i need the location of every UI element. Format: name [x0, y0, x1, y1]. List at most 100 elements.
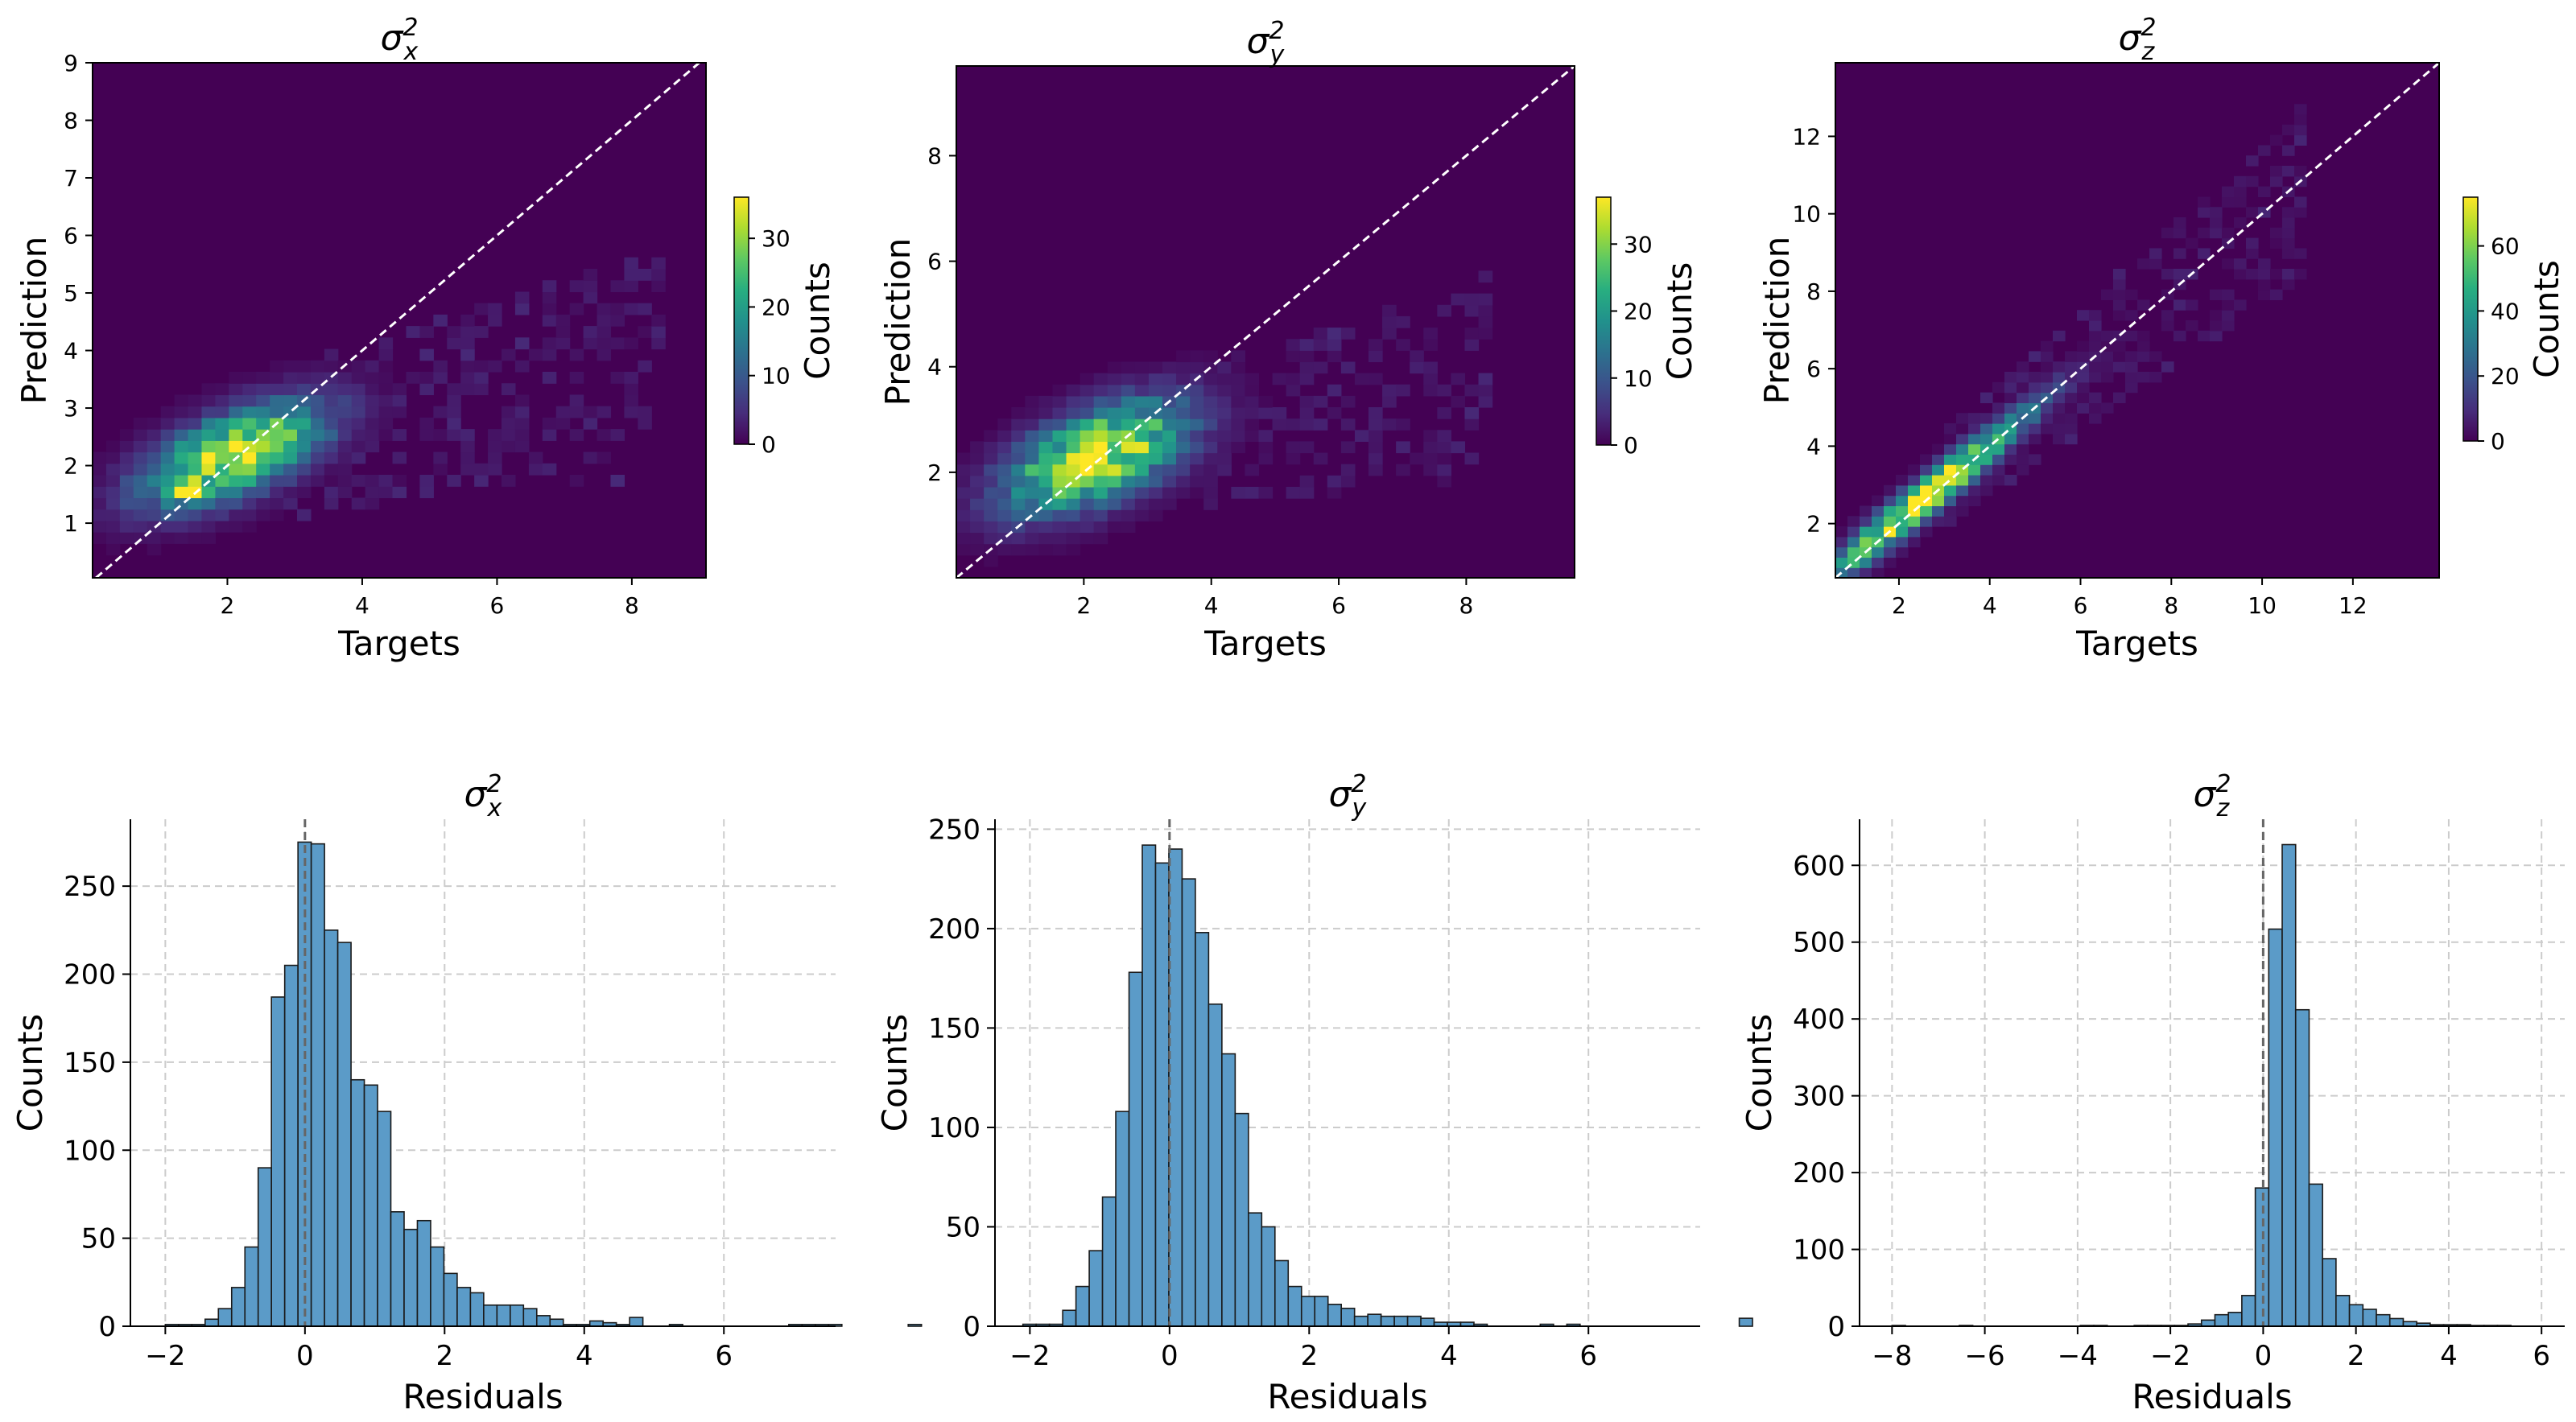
- heatmap-cell: [1025, 452, 1039, 465]
- histogram-bar: [230, 1287, 246, 1327]
- x-tick-label: 6: [715, 1340, 733, 1372]
- heatmap-cell: [474, 475, 489, 487]
- heatmap-cell: [2174, 269, 2186, 280]
- heatmap-cell: [474, 383, 489, 396]
- heatmap-cell: [1052, 498, 1067, 510]
- heatmap-cell: [1286, 384, 1301, 397]
- histogram-bar: [1195, 932, 1210, 1327]
- heatmap-cell: [1327, 486, 1342, 499]
- heatmap-cell: [1896, 484, 1909, 497]
- heatmap-cell: [1368, 350, 1383, 363]
- heatmap-cell: [105, 543, 121, 556]
- heatmap-cell: [1451, 293, 1466, 306]
- heatmap-cell: [1245, 486, 1260, 499]
- heatmap-cell: [597, 429, 612, 441]
- heatmap-cell: [174, 417, 189, 430]
- heatmap-cell: [1231, 350, 1245, 363]
- heatmap-cell: [365, 429, 380, 441]
- heatmap-cell: [514, 406, 530, 418]
- heatmap-cell: [2053, 402, 2066, 414]
- y-tick-label: 4: [927, 354, 942, 381]
- y-tick-label: 50: [946, 1211, 980, 1243]
- heatmap-cell: [1148, 452, 1163, 465]
- heatmap-cell: [2161, 320, 2174, 332]
- heatmap-cell: [2041, 340, 2054, 352]
- heatmap-cell: [229, 406, 243, 418]
- heatmap-cell: [2077, 372, 2090, 383]
- heatmap-cell: [474, 372, 489, 384]
- heatmap-cell: [997, 452, 1012, 465]
- heatmap-cell: [1884, 546, 1897, 558]
- heatmap-cell: [201, 451, 216, 464]
- histogram-bar: [377, 1111, 392, 1327]
- heatmap-cell: [1396, 339, 1410, 351]
- heatmap-cell: [1052, 418, 1067, 431]
- heatmap-cell: [1908, 484, 1921, 497]
- heatmap-cell: [1107, 373, 1122, 385]
- heatmap-cell: [324, 429, 339, 441]
- heatmap-cell: [528, 451, 543, 464]
- heatmap-cell: [1203, 441, 1218, 454]
- heatmap-cell: [2113, 269, 2126, 280]
- heatmap-cell: [460, 463, 475, 476]
- heatmap-cell: [2137, 330, 2150, 342]
- heatmap-cell: [569, 303, 584, 315]
- heatmap-cell: [2234, 258, 2247, 270]
- heatmap-cell: [215, 520, 229, 533]
- heatmap-cell: [1066, 498, 1081, 510]
- heatmap-cell: [970, 532, 985, 545]
- heatmap-cell: [1121, 521, 1136, 534]
- heatmap-cell: [256, 475, 270, 487]
- heatmap-cell: [1944, 484, 1957, 497]
- heatmap-cell: [583, 406, 598, 418]
- heatmap-cell: [1217, 361, 1232, 374]
- heatmap-cell: [2089, 392, 2102, 403]
- heatmap-cell: [2089, 320, 2102, 332]
- heatmap-cell: [365, 406, 380, 418]
- heatmap-cell: [1093, 486, 1108, 499]
- heatmap-cell: [1107, 475, 1122, 488]
- heatmap-cell: [2282, 145, 2295, 156]
- heatmap-cell: [188, 417, 203, 430]
- heatmap-cell: [105, 509, 121, 521]
- heatmap-cell: [174, 440, 189, 453]
- heatmap-cell: [119, 520, 134, 533]
- histogram-bar: [324, 929, 339, 1327]
- heatmap-cell: [569, 348, 584, 361]
- heatmap-cell: [1231, 395, 1245, 408]
- heatmap-cell: [1217, 464, 1232, 476]
- heatmap-cell: [1464, 304, 1480, 317]
- heatmap-cell: [1437, 304, 1451, 317]
- heatmap-cell: [147, 417, 162, 430]
- heatmap-cell: [956, 486, 971, 499]
- heatmap-cell: [419, 475, 434, 487]
- x-tick-label: 8: [2164, 592, 2178, 619]
- heatmap-cell: [597, 326, 612, 338]
- heatmap-cell: [1121, 464, 1136, 476]
- colorbar-tick-label: 30: [762, 225, 791, 252]
- heatmap-cell: [2089, 402, 2102, 414]
- heatmap-cell: [1835, 536, 1848, 548]
- heatmap-cell: [419, 326, 434, 338]
- heatmap-cell: [583, 280, 598, 293]
- heatmap-cell: [597, 451, 612, 464]
- heatmap-cell: [997, 475, 1012, 488]
- histogram-bar: [1261, 1226, 1276, 1327]
- heatmap-cell: [569, 429, 584, 441]
- heatmap-cell: [1860, 516, 1872, 527]
- heatmap-cell: [1980, 475, 1993, 486]
- heatmap-cell: [1052, 532, 1067, 545]
- heatmap-cell: [1272, 407, 1287, 419]
- heatmap-cell: [984, 486, 998, 499]
- heatmap-cell: [1162, 407, 1177, 419]
- y-tick-label: 12: [1792, 123, 1821, 150]
- colorbar-tick-label: 20: [1624, 299, 1653, 325]
- heatmap-cell: [1148, 361, 1163, 374]
- heatmap-cell: [160, 406, 175, 418]
- heatmap-cell: [1052, 395, 1067, 408]
- heatmap-cell: [984, 532, 998, 545]
- heatmap-cell: [1203, 407, 1218, 419]
- heatmap-cell: [1313, 418, 1328, 431]
- heatmap-cell: [502, 475, 516, 487]
- heatmap-cell: [1093, 509, 1108, 521]
